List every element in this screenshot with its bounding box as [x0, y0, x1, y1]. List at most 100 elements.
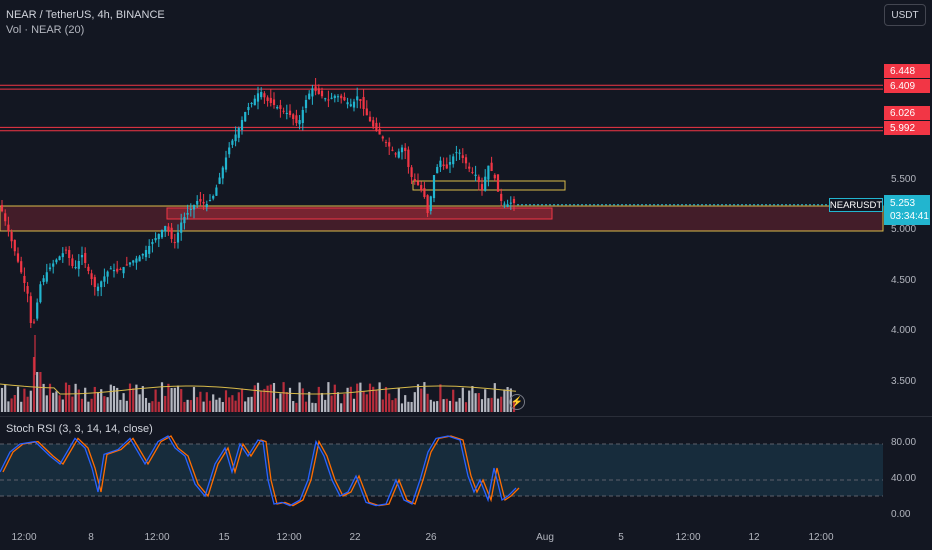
candle-body [87, 266, 90, 271]
volume-bar [80, 398, 84, 412]
volume-bar [106, 397, 109, 412]
candle-body [7, 224, 10, 232]
volume-bar [128, 383, 132, 412]
time-axis-label: 15 [218, 532, 230, 543]
currency-button[interactable]: USDT [884, 4, 926, 26]
candle-body [266, 97, 269, 101]
candle-body [106, 271, 109, 277]
volume-bar [464, 402, 468, 412]
candle-body [164, 226, 167, 232]
candle-body [231, 140, 234, 145]
candle-body [202, 201, 205, 204]
time-axis-label: 5 [618, 532, 624, 543]
volume-bar [215, 399, 218, 412]
candle-body [304, 100, 308, 109]
candle-body [391, 149, 394, 151]
volume-bar [384, 386, 388, 412]
volume-indicator-label[interactable]: Vol · NEAR (20) [6, 24, 85, 36]
candle-body [234, 134, 237, 142]
volume-bar [282, 382, 285, 412]
symbol-title[interactable]: NEAR / TetherUS, 4h, BINANCE [6, 9, 165, 21]
candle-body [93, 277, 96, 287]
volume-bar [64, 382, 68, 412]
candle-body [205, 204, 208, 208]
candle-body [154, 238, 157, 241]
volume-bar [23, 388, 26, 412]
volume-bar [311, 402, 314, 412]
volume-bar [346, 387, 349, 412]
candle-body [103, 276, 106, 282]
candle-body [343, 96, 346, 101]
candle-body [352, 101, 356, 108]
volume-bar [228, 397, 231, 412]
stoch-axis-label: 0.00 [891, 509, 911, 520]
volume-bar [218, 397, 221, 412]
candle-body [285, 113, 288, 114]
candle-body [48, 267, 52, 270]
candle-body [100, 281, 103, 288]
volume-bar [298, 382, 301, 412]
volume-ma-line [0, 383, 517, 395]
candle-body [215, 187, 218, 196]
volume-bar [352, 398, 356, 412]
volume-bar [426, 393, 429, 412]
volume-bar [391, 400, 394, 412]
candle-body [45, 272, 48, 282]
last-price: 5.253 [890, 198, 916, 209]
candle-body [477, 176, 480, 182]
candle-body [13, 239, 16, 252]
pane-separator[interactable] [0, 416, 932, 417]
supply-box [166, 207, 553, 220]
candle-body [189, 209, 192, 210]
volume-bar [288, 387, 292, 412]
candle-body [448, 162, 452, 165]
volume-bar [317, 386, 320, 412]
price-axis-label: 5.500 [891, 174, 917, 185]
candle-body [61, 253, 64, 258]
candle-body [365, 108, 368, 116]
candle-body [388, 142, 391, 147]
volume-bar [260, 390, 263, 412]
candle-body [141, 254, 144, 256]
candle-body [509, 202, 512, 204]
candle-body [228, 147, 231, 155]
candle-body [176, 232, 180, 243]
stoch-rsi-label[interactable]: Stoch RSI (3, 3, 14, 14, close) [6, 423, 153, 435]
time-axis-label: 22 [349, 532, 361, 543]
volume-bar [343, 394, 346, 412]
volume-bar [196, 397, 199, 412]
candle-body [349, 104, 352, 107]
candle-body [452, 156, 455, 165]
volume-bar [208, 400, 212, 412]
volume-bar [304, 401, 308, 412]
price-axis-label: 4.500 [891, 275, 917, 286]
candle-body [80, 255, 84, 258]
candle-body [359, 98, 362, 101]
candle-body [84, 253, 87, 263]
volume-bar [253, 385, 256, 412]
candle-body [74, 267, 77, 269]
volume-bar [55, 391, 58, 412]
volume-bar [359, 382, 362, 412]
flash-icon[interactable]: ⚡ [509, 394, 525, 410]
volume-bar [429, 399, 432, 412]
volume-bar [100, 389, 103, 412]
volume-bar [112, 385, 116, 412]
volume-bar [471, 386, 474, 412]
candle-body [112, 270, 116, 272]
volume-bar [138, 394, 141, 412]
candle-body [330, 97, 333, 99]
volume-bar [314, 403, 317, 412]
candle-body [346, 102, 349, 105]
candle-body [125, 264, 128, 266]
volume-bar [276, 398, 279, 412]
time-axis-label: 12:00 [276, 532, 302, 543]
candle-body [263, 93, 266, 98]
volume-bar [90, 398, 93, 412]
price-axis-label: 5.000 [891, 224, 917, 235]
volume-bar [381, 399, 384, 412]
volume-bar [256, 382, 260, 412]
volume-bar [160, 382, 164, 412]
